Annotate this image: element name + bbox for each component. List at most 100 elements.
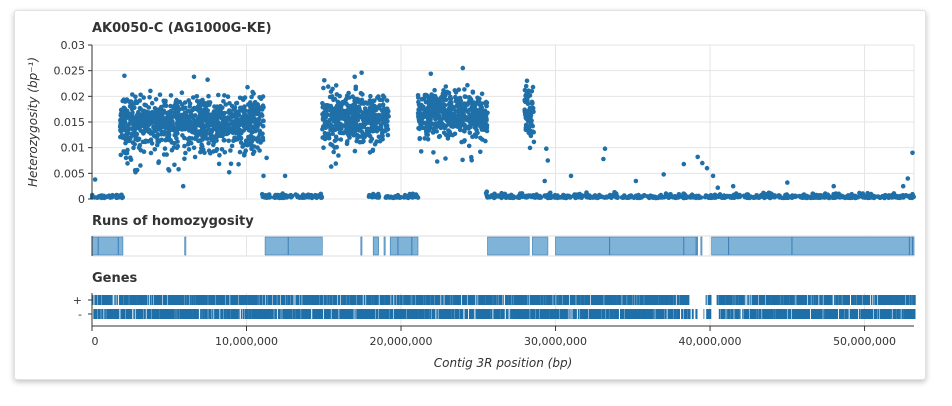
data-point [776, 194, 782, 199]
gene-feature [862, 295, 866, 305]
data-point [588, 194, 594, 200]
gene-feature [541, 295, 544, 305]
gene-feature [536, 295, 540, 305]
gene-feature [659, 309, 661, 319]
data-point [331, 149, 337, 155]
gene-feature [439, 295, 441, 305]
genes-title: Genes [92, 271, 138, 286]
data-point [825, 192, 831, 197]
gene-feature [227, 295, 229, 305]
data-point [710, 173, 716, 179]
data-point [143, 103, 149, 108]
gene-feature [832, 309, 835, 319]
gene-feature [845, 309, 848, 319]
gene-feature [787, 295, 790, 305]
gene-feature [175, 295, 178, 305]
data-point [350, 128, 356, 134]
gene-feature [570, 309, 572, 319]
data-point [347, 135, 352, 140]
data-point [128, 112, 133, 117]
data-point [441, 88, 446, 93]
gene-feature [585, 295, 587, 305]
gene-feature [242, 295, 244, 305]
data-point [764, 194, 769, 200]
gene-feature [504, 309, 505, 319]
gene-feature [282, 295, 285, 305]
data-point [416, 116, 422, 121]
gene-feature [392, 295, 394, 305]
data-point [357, 139, 363, 145]
data-point [154, 126, 159, 131]
data-point [477, 117, 482, 122]
gene-feature [656, 309, 659, 319]
data-point [159, 137, 164, 143]
gene-feature [188, 295, 190, 305]
gene-feature [173, 295, 176, 305]
data-point [910, 191, 915, 197]
gene-feature [470, 295, 473, 305]
data-point [384, 98, 390, 103]
gene-feature [765, 295, 768, 305]
data-point [162, 103, 167, 108]
gene-feature [865, 295, 868, 305]
data-point [225, 94, 231, 99]
data-point [653, 195, 658, 201]
roh-run [389, 236, 419, 256]
gene-feature [215, 295, 219, 305]
gene-feature [182, 295, 185, 305]
gene-feature [223, 295, 225, 305]
gene-feature [356, 295, 360, 305]
gene-feature [250, 295, 253, 305]
gene-feature [780, 295, 783, 305]
gene-feature [801, 295, 804, 305]
data-point [148, 150, 154, 156]
gene-feature [730, 295, 732, 305]
gene-feature [687, 309, 691, 319]
gene-feature [896, 309, 899, 319]
gene-feature [280, 309, 282, 319]
data-point [661, 172, 666, 177]
gene-feature [764, 309, 767, 319]
gene-feature [337, 295, 341, 305]
data-point [434, 159, 440, 164]
gene-feature [101, 309, 103, 319]
data-point [420, 125, 426, 131]
data-point [735, 192, 740, 198]
gene-feature [345, 295, 347, 305]
gene-feature [815, 309, 818, 319]
roh-run [700, 236, 703, 256]
data-point [199, 132, 204, 138]
gene-feature [292, 295, 294, 305]
gene-feature [603, 295, 605, 305]
data-point [772, 194, 777, 200]
gene-feature [309, 295, 311, 305]
gene-feature [138, 295, 141, 305]
gene-feature [866, 295, 870, 305]
data-point [330, 86, 335, 92]
data-point [431, 122, 437, 127]
data-point [333, 161, 339, 166]
gene-feature [538, 295, 540, 305]
data-point [484, 123, 490, 128]
gene-feature [872, 295, 874, 305]
gene-feature [214, 309, 217, 319]
gene-feature [373, 309, 376, 319]
gene-feature [524, 295, 527, 305]
gene-feature [100, 309, 102, 319]
gene-feature [661, 295, 664, 305]
gene-feature [734, 295, 736, 305]
gene-feature [684, 295, 687, 305]
data-point [877, 195, 883, 200]
data-point [419, 97, 425, 102]
gene-feature [380, 295, 381, 305]
gene-feature [206, 295, 208, 305]
gene-feature [763, 309, 766, 319]
data-point [449, 124, 454, 129]
data-point [237, 149, 243, 155]
gene-feature [818, 309, 820, 319]
gene-feature [234, 309, 238, 319]
gene-feature [228, 295, 230, 305]
gene-feature [887, 295, 889, 305]
gene-feature [892, 295, 895, 305]
